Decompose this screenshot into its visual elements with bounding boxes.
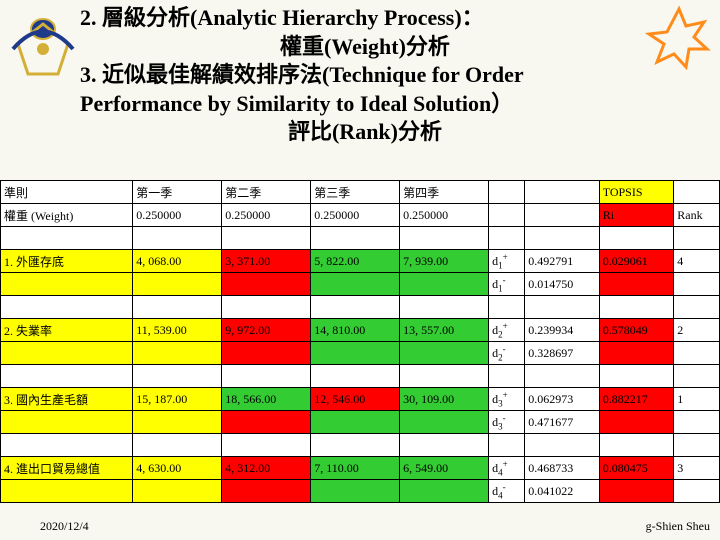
crit-2-ri: 0.578049: [599, 319, 674, 342]
crit-2-rank: 2: [674, 319, 720, 342]
crit-1-rank: 4: [674, 250, 720, 273]
crit-4-q3: 7, 110.00: [311, 457, 400, 480]
crit-4-label: 4. 進出口貿易總值: [1, 457, 133, 480]
footer-author: g-Shien Sheu: [646, 519, 710, 534]
hdr-criteria: 準則: [1, 181, 133, 204]
hdr-ri: Ri: [599, 204, 674, 227]
crit-4-q2: 4, 312.00: [222, 457, 311, 480]
crit-1-dminus-lbl: d1-: [489, 273, 525, 296]
crit-3-q2: 18, 566.00: [222, 388, 311, 411]
crit-2-q3: 14, 810.00: [311, 319, 400, 342]
slide-heading: 2. 層級分析(Analytic Hierarchy Process)： 權重(…: [80, 4, 650, 147]
hdr-topsis: TOPSIS: [599, 181, 674, 204]
crit-4-rank: 3: [674, 457, 720, 480]
crit-3-ri: 0.882217: [599, 388, 674, 411]
hdr-q4: 第四季: [400, 181, 489, 204]
topsis-table: 準則第一季第二季第三季第四季TOPSIS權重 (Weight)0.2500000…: [0, 180, 720, 503]
crit-3-dminus: 0.471677: [525, 411, 600, 434]
crit-1-q4: 7, 939.00: [400, 250, 489, 273]
crit-4-ri: 0.080475: [599, 457, 674, 480]
crit-3-label: 3. 國內生產毛額: [1, 388, 133, 411]
hdr-rank: Rank: [674, 204, 720, 227]
hdr-q1: 第一季: [133, 181, 222, 204]
crit-2-q4: 13, 557.00: [400, 319, 489, 342]
row-weight-label: 權重 (Weight): [1, 204, 133, 227]
crit-2-label: 2. 失業率: [1, 319, 133, 342]
crit-2-dminus-lbl: d2-: [489, 342, 525, 365]
crit-4-dminus-lbl: d4-: [489, 480, 525, 503]
crit-4-q1: 4, 630.00: [133, 457, 222, 480]
crit-2-dplus: 0.239934: [525, 319, 600, 342]
heading-line2: 權重(Weight)分析: [80, 33, 650, 62]
crit-1-q3: 5, 822.00: [311, 250, 400, 273]
crit-2-dplus-lbl: d2+: [489, 319, 525, 342]
hdr-q3: 第三季: [311, 181, 400, 204]
crit-1-q1: 4, 068.00: [133, 250, 222, 273]
crit-1-dminus: 0.014750: [525, 273, 600, 296]
star-icon: [644, 4, 714, 74]
crit-3-rank: 1: [674, 388, 720, 411]
hdr-q2: 第二季: [222, 181, 311, 204]
crit-1-dplus: 0.492791: [525, 250, 600, 273]
crit-2-q1: 11, 539.00: [133, 319, 222, 342]
crit-4-dplus: 0.468733: [525, 457, 600, 480]
heading-line4: Performance by Similarity to Ideal Solut…: [80, 90, 650, 119]
heading-line1: 2. 層級分析(Analytic Hierarchy Process)：: [80, 4, 650, 33]
crit-1-label: 1. 外匯存底: [1, 250, 133, 273]
crit-2-q2: 9, 972.00: [222, 319, 311, 342]
crit-3-q1: 15, 187.00: [133, 388, 222, 411]
weight-q4: 0.250000: [400, 204, 489, 227]
crit-2-dminus: 0.328697: [525, 342, 600, 365]
crit-3-dplus: 0.062973: [525, 388, 600, 411]
crit-3-q4: 30, 109.00: [400, 388, 489, 411]
crit-4-dminus: 0.041022: [525, 480, 600, 503]
crit-3-dplus-lbl: d3+: [489, 388, 525, 411]
crit-1-q2: 3, 371.00: [222, 250, 311, 273]
emblem-logo-icon: [8, 4, 78, 84]
crit-1-ri: 0.029061: [599, 250, 674, 273]
crit-1-dplus-lbl: d1+: [489, 250, 525, 273]
heading-line5: 評比(Rank)分析: [80, 118, 650, 147]
heading-line3: 3. 近似最佳解績效排序法(Technique for Order: [80, 61, 650, 90]
weight-q3: 0.250000: [311, 204, 400, 227]
weight-q2: 0.250000: [222, 204, 311, 227]
crit-3-q3: 12, 546.00: [311, 388, 400, 411]
crit-3-dminus-lbl: d3-: [489, 411, 525, 434]
footer-date: 2020/12/4: [40, 519, 89, 534]
weight-q1: 0.250000: [133, 204, 222, 227]
crit-4-dplus-lbl: d4+: [489, 457, 525, 480]
crit-4-q4: 6, 549.00: [400, 457, 489, 480]
